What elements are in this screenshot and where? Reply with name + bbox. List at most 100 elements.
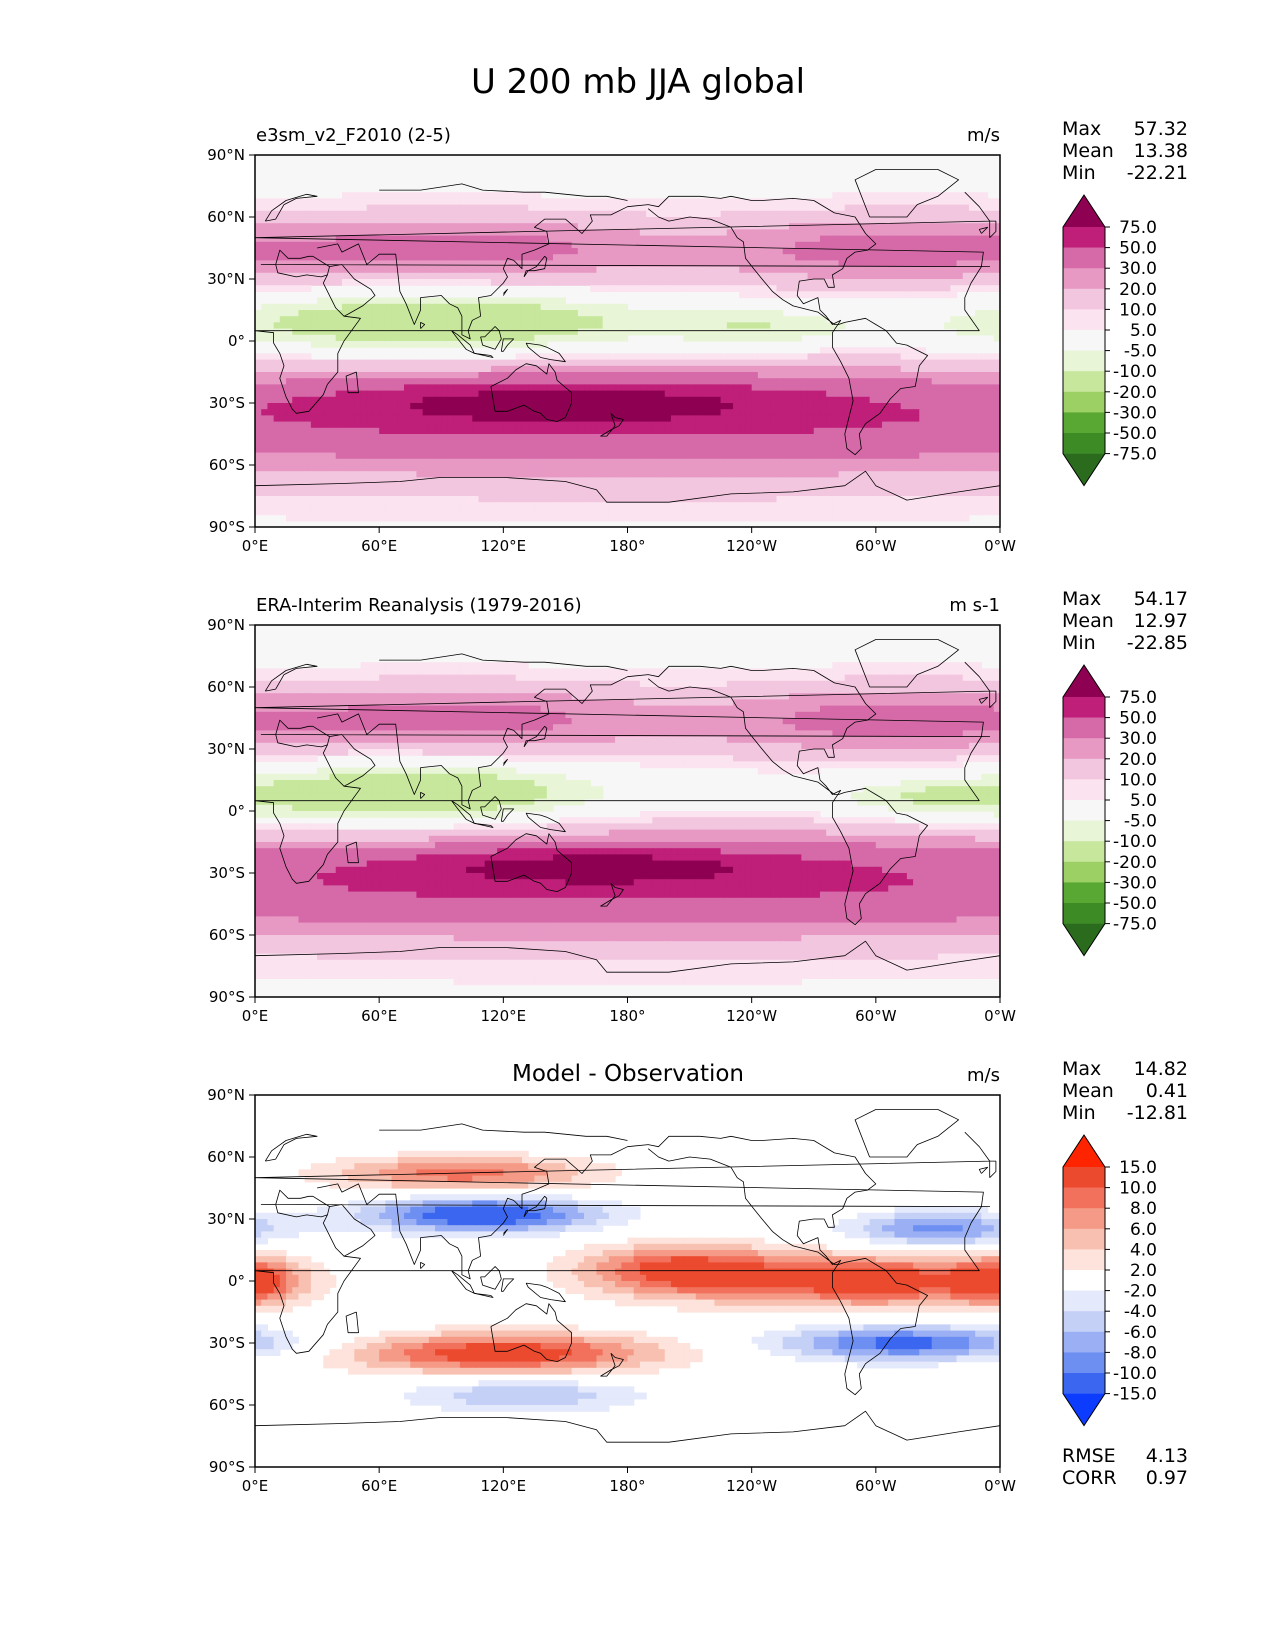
field-cell bbox=[497, 409, 504, 416]
field-cell bbox=[919, 378, 927, 385]
field-cell bbox=[838, 347, 846, 354]
field-cell bbox=[397, 378, 405, 385]
field-cell bbox=[875, 452, 883, 460]
field-cell bbox=[279, 285, 287, 292]
field-cell bbox=[826, 229, 833, 237]
field-cell bbox=[366, 217, 374, 224]
field-cell bbox=[646, 465, 653, 472]
field-cell bbox=[888, 396, 896, 404]
field-cell bbox=[286, 223, 293, 230]
field-cell bbox=[478, 458, 486, 466]
field-cell bbox=[584, 204, 591, 212]
field-cell bbox=[509, 465, 517, 472]
field-cell bbox=[341, 241, 349, 249]
field-cell bbox=[900, 217, 908, 224]
field-cell bbox=[801, 260, 809, 268]
field-cell bbox=[416, 434, 424, 441]
field-cell bbox=[261, 384, 269, 392]
field-cell bbox=[366, 235, 374, 243]
field-cell bbox=[764, 452, 771, 460]
field-cell bbox=[366, 210, 374, 218]
field-cell bbox=[882, 291, 889, 299]
field-cell bbox=[490, 409, 498, 416]
field-cell bbox=[801, 235, 809, 243]
field-cell bbox=[950, 359, 958, 367]
field-cell bbox=[571, 260, 579, 268]
field-cell bbox=[466, 248, 473, 255]
field-cell bbox=[385, 198, 393, 206]
field-cell bbox=[453, 384, 461, 392]
field-cell bbox=[354, 446, 362, 454]
field-cell bbox=[286, 471, 293, 478]
field-cell bbox=[956, 415, 964, 423]
field-cell bbox=[733, 440, 740, 447]
field-cell bbox=[931, 204, 939, 212]
field-cell bbox=[472, 427, 480, 435]
field-cell bbox=[832, 272, 840, 280]
field-cell bbox=[329, 477, 337, 485]
field-cell bbox=[615, 378, 622, 385]
field-cell bbox=[956, 198, 964, 206]
field-cell bbox=[975, 322, 982, 330]
field-cell bbox=[646, 452, 653, 460]
field-cell bbox=[366, 440, 374, 447]
field-cell bbox=[869, 378, 877, 385]
field-cell bbox=[757, 427, 765, 435]
field-cell bbox=[341, 279, 349, 286]
field-cell bbox=[459, 217, 467, 224]
field-cell bbox=[329, 210, 337, 218]
field-cell bbox=[286, 365, 293, 373]
field-cell bbox=[267, 396, 275, 404]
field-cell bbox=[739, 353, 747, 361]
field-cell bbox=[844, 409, 852, 416]
field-cell bbox=[937, 260, 945, 268]
field-cell bbox=[720, 241, 728, 249]
field-cell bbox=[453, 279, 461, 286]
field-cell bbox=[546, 465, 554, 472]
field-cell bbox=[770, 427, 778, 435]
field-cell bbox=[968, 440, 976, 447]
field-cell bbox=[484, 204, 492, 212]
field-cell bbox=[627, 279, 635, 286]
field-cell bbox=[422, 316, 430, 323]
field-cell bbox=[807, 223, 815, 230]
field-cell bbox=[466, 434, 473, 441]
field-cell bbox=[832, 477, 840, 485]
field-cell bbox=[968, 415, 976, 423]
field-cell bbox=[993, 446, 1000, 454]
field-cell bbox=[472, 415, 480, 423]
field-cell bbox=[621, 390, 629, 398]
field-cell bbox=[366, 272, 374, 280]
field-cell bbox=[919, 409, 927, 416]
field-cell bbox=[776, 272, 784, 280]
field-cell bbox=[944, 378, 951, 385]
field-cell bbox=[639, 403, 647, 410]
field-cell bbox=[919, 272, 927, 280]
field-cell bbox=[559, 328, 567, 336]
field-cell bbox=[813, 390, 821, 398]
field-cell bbox=[317, 303, 324, 311]
field-cell bbox=[428, 272, 436, 280]
field-cell bbox=[726, 285, 734, 292]
field-cell bbox=[745, 241, 753, 249]
field-cell bbox=[888, 440, 896, 447]
field-cell bbox=[410, 260, 418, 268]
field-cell bbox=[788, 409, 796, 416]
field-cell bbox=[695, 353, 703, 361]
field-cell bbox=[447, 365, 455, 373]
field-cell bbox=[627, 452, 635, 460]
field-cell bbox=[416, 415, 424, 423]
field-cell bbox=[341, 254, 349, 261]
field-cell bbox=[422, 427, 430, 435]
field-cell bbox=[677, 235, 684, 243]
field-cell bbox=[509, 415, 517, 423]
field-cell bbox=[695, 378, 703, 385]
field-cell bbox=[639, 477, 647, 485]
field-cell bbox=[528, 427, 535, 435]
field-cell bbox=[627, 322, 635, 330]
field-cell bbox=[503, 310, 511, 317]
field-cell bbox=[776, 254, 784, 261]
field-cell bbox=[590, 471, 598, 478]
field-cell bbox=[621, 403, 629, 410]
field-cell bbox=[621, 279, 629, 286]
